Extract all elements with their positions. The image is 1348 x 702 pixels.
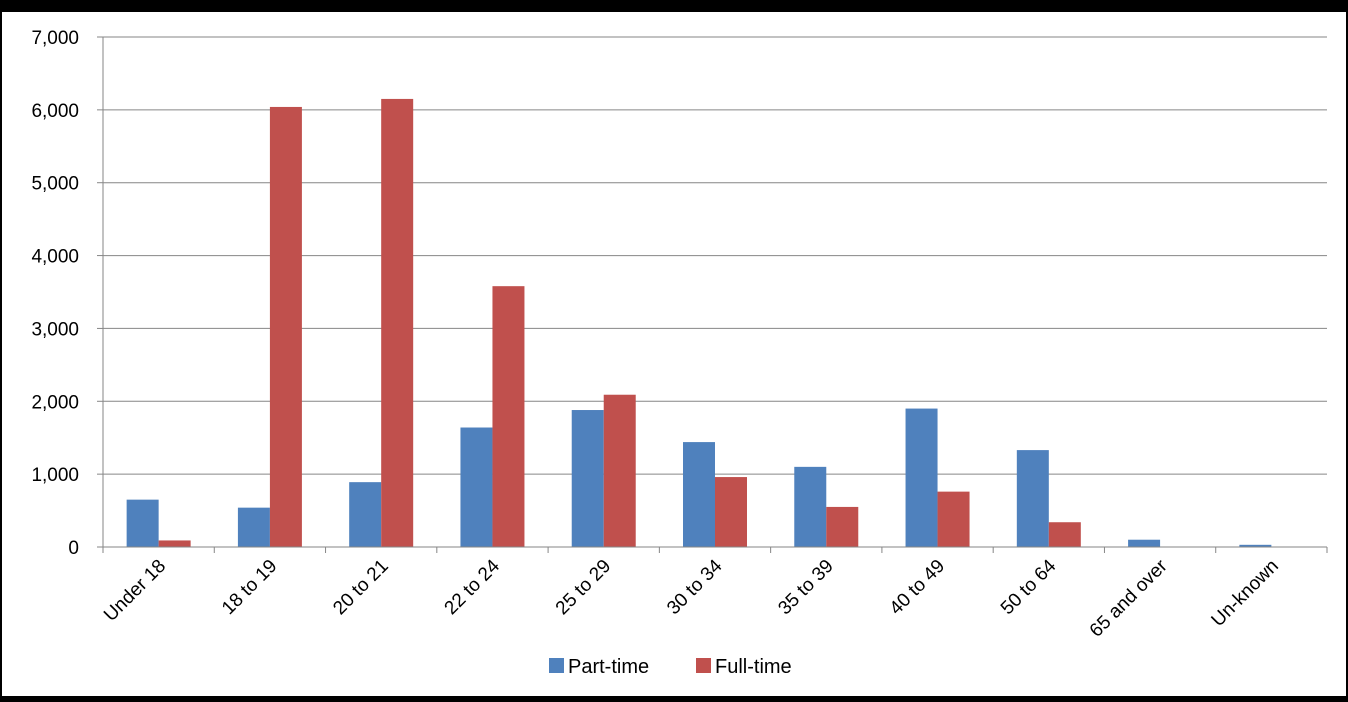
legend-label: Part-time bbox=[568, 656, 649, 678]
bar-full-time bbox=[826, 506, 859, 547]
x-tick-label: 50 to 64 bbox=[997, 555, 1061, 619]
bar-full-time bbox=[492, 286, 525, 547]
bar-full-time bbox=[381, 98, 414, 547]
bar-part-time bbox=[1128, 539, 1161, 547]
bottom-border bbox=[0, 696, 1348, 702]
x-tick-label: 30 to 34 bbox=[663, 555, 727, 619]
bar-full-time bbox=[715, 477, 747, 547]
legend-label: Full-time bbox=[715, 656, 792, 678]
legend-swatch bbox=[549, 658, 564, 673]
x-tick-label: 20 to 21 bbox=[329, 556, 392, 619]
y-tick-label: 6,000 bbox=[31, 101, 79, 122]
bar-part-time bbox=[1239, 544, 1272, 547]
y-tick-labels: 0 1,000 2,000 3,000 4,000 5,000 6,000 7,000 bbox=[31, 28, 79, 559]
y-tick-label: 5,000 bbox=[31, 174, 79, 195]
x-tick-label: Un-known bbox=[1208, 556, 1283, 631]
y-tick-label: 3,000 bbox=[31, 319, 79, 340]
x-tick-label: 40 to 49 bbox=[886, 556, 949, 619]
y-tick-label: 2,000 bbox=[31, 392, 79, 413]
y-tick-label: 1,000 bbox=[31, 465, 79, 486]
y-tick-label: 7,000 bbox=[31, 28, 79, 49]
x-tick-label: 25 to 29 bbox=[552, 556, 615, 619]
bar-part-time bbox=[571, 410, 604, 547]
bars bbox=[126, 98, 1272, 547]
gridlines bbox=[97, 36, 1327, 548]
bar-full-time bbox=[269, 106, 302, 547]
right-border bbox=[1346, 12, 1348, 702]
bar-full-time bbox=[1048, 522, 1081, 547]
x-tick-label: 18 to 19 bbox=[218, 556, 281, 619]
bar-full-time bbox=[603, 394, 636, 547]
x-tick-label: 65 and over bbox=[1086, 555, 1172, 641]
bar-part-time bbox=[905, 408, 938, 547]
axes bbox=[102, 37, 1328, 553]
bar-part-time bbox=[349, 482, 382, 547]
bar-part-time bbox=[1016, 450, 1049, 547]
x-tick-label: 22 to 24 bbox=[441, 555, 505, 619]
x-tick-labels: Under 18 18 to 19 20 to 21 22 to 24 25 to 29… bbox=[100, 555, 1283, 641]
x-tick-label: Under 18 bbox=[100, 556, 170, 626]
y-tick-label: 0 bbox=[68, 538, 79, 559]
legend-swatch bbox=[696, 658, 711, 673]
bar-part-time bbox=[794, 466, 827, 547]
left-border bbox=[0, 12, 2, 702]
bar-full-time bbox=[937, 491, 970, 547]
bar-part-time bbox=[683, 442, 715, 547]
bar-full-time bbox=[158, 540, 191, 547]
bar-part-time bbox=[460, 427, 493, 547]
bar-part-time bbox=[237, 507, 270, 547]
legend: Part-time Full-time bbox=[549, 656, 792, 678]
bar-part-time bbox=[126, 499, 159, 547]
top-border bbox=[0, 0, 1348, 12]
x-tick-label: 35 to 39 bbox=[774, 556, 837, 619]
y-tick-label: 4,000 bbox=[31, 247, 79, 268]
